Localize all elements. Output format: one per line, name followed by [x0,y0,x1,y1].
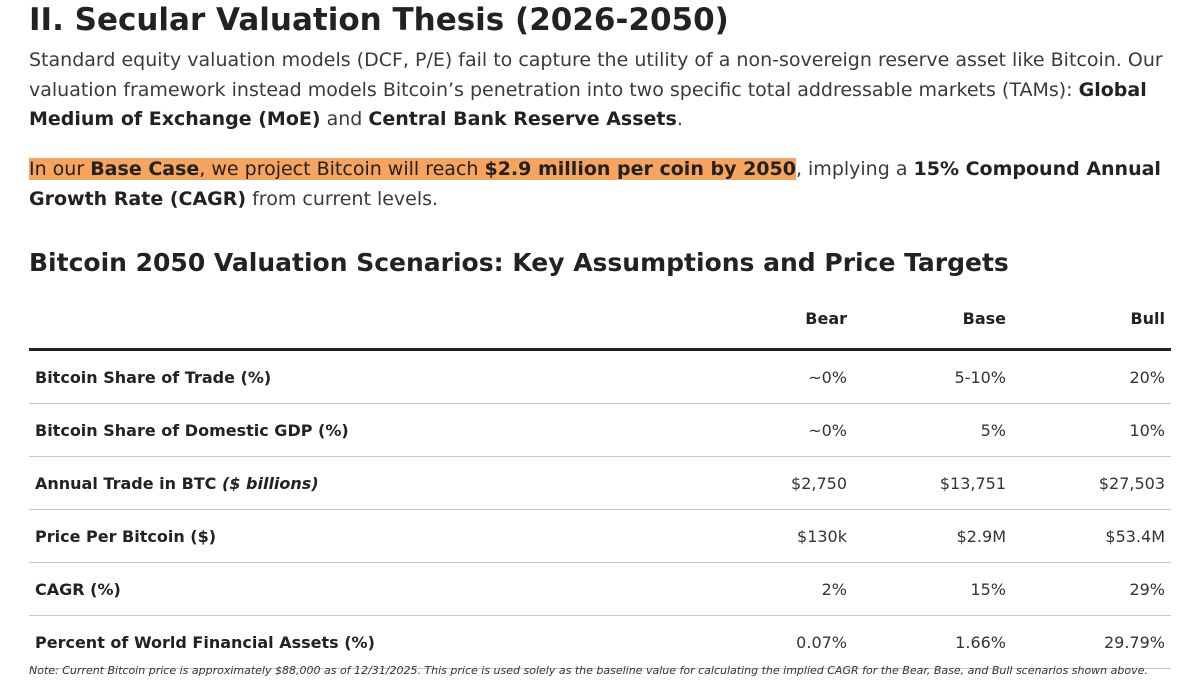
table-footnote: Note: Current Bitcoin price is approxima… [29,664,1148,677]
projection-cagr: 15% Compound Annual Growth Rate (CAGR) [29,158,1161,210]
projection-price-target: $2.9 million per coin by 2050 [484,158,796,180]
cell-bull: 29% [1012,562,1171,616]
section-heading: II. Secular Valuation Thesis (2026-2050) [29,2,729,38]
cell-bear: $130k [729,509,853,563]
cell-bear: $2,750 [729,456,853,510]
table-row: Percent of World Financial Assets (%) 0.… [29,615,1171,669]
row-label-italic: ($ billions) [222,473,319,493]
row-label-text: Price Per Bitcoin ($) [35,526,217,546]
table-row: CAGR (%) 2% 15% 29% [29,562,1171,616]
row-label-text: Annual Trade in BTC [35,473,222,493]
intro-paragraph: Standard equity valuation models (DCF, P… [29,46,1171,135]
projection-hl-text-2: , we project Bitcoin will reach [199,158,485,180]
intro-text-2: and [320,108,369,130]
cell-bear: 0.07% [729,615,853,669]
cell-base: $2.9M [853,509,1012,563]
cell-bear: 2% [729,562,853,616]
intro-text-1: Standard equity valuation models (DCF, P… [29,49,1163,101]
intro-text-3: . [676,108,683,130]
projection-text-1: , implying a [795,158,914,180]
table-row: Bitcoin Share of Domestic GDP (%) ~0% 5%… [29,403,1171,457]
valuation-scenarios-table: Bear Base Bull Bitcoin Share of Trade (%… [29,296,1171,669]
row-label-text: Bitcoin Share of Trade (%) [35,367,272,387]
row-label: Price Per Bitcoin ($) [29,509,729,563]
table-row: Bitcoin Share of Trade (%) ~0% 5-10% 20% [29,349,1171,404]
row-label: CAGR (%) [29,562,729,616]
cell-base: 5-10% [853,349,1012,404]
cell-bear: ~0% [729,403,853,457]
table-header-row: Bear Base Bull [29,296,1171,351]
projection-text-2: from current levels. [246,187,439,210]
row-label-text: CAGR (%) [35,579,121,599]
cell-base: 15% [853,562,1012,616]
table-row: Price Per Bitcoin ($) $130k $2.9M $53.4M [29,509,1171,563]
cell-bear: ~0% [729,349,853,404]
cell-base: $13,751 [853,456,1012,510]
intro-bold-reserve: Central Bank Reserve Assets [368,108,677,130]
cell-bull: 20% [1012,349,1171,404]
projection-base-case: Base Case [90,158,200,180]
row-label: Annual Trade in BTC ($ billions) [29,456,729,510]
row-label-text: Percent of World Financial Assets (%) [35,632,375,652]
header-bull: Bull [1012,296,1171,351]
cell-bull: 10% [1012,403,1171,457]
highlighted-projection: In our Base Case, we project Bitcoin wil… [29,158,796,180]
table-title: Bitcoin 2050 Valuation Scenarios: Key As… [29,248,1009,277]
projection-paragraph: In our Base Case, we project Bitcoin wil… [29,155,1171,214]
cell-base: 1.66% [853,615,1012,669]
row-label: Bitcoin Share of Domestic GDP (%) [29,403,729,457]
row-label: Bitcoin Share of Trade (%) [29,349,729,404]
cell-bull: $27,503 [1012,456,1171,510]
intro-bold-moe: Global Medium of Exchange (MoE) [29,78,1147,131]
table-row: Annual Trade in BTC ($ billions) $2,750 … [29,456,1171,510]
row-label: Percent of World Financial Assets (%) [29,615,729,669]
header-bear: Bear [729,296,853,351]
cell-bull: 29.79% [1012,615,1171,669]
projection-hl-text-1: In our [29,158,91,180]
cell-bull: $53.4M [1012,509,1171,563]
header-base: Base [853,296,1012,351]
row-label-text: Bitcoin Share of Domestic GDP (%) [35,420,349,440]
header-blank [29,296,729,351]
cell-base: 5% [853,403,1012,457]
